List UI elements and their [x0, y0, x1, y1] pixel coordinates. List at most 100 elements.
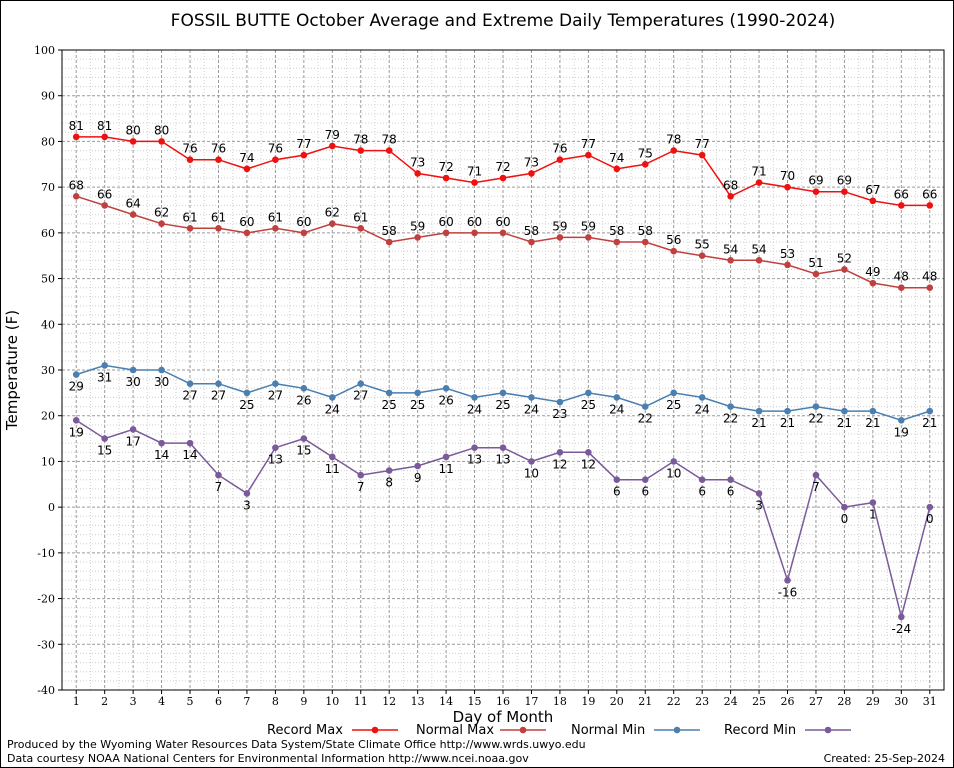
data-label: 60 [438, 215, 453, 229]
data-point [243, 490, 251, 497]
data-label: 21 [837, 416, 852, 430]
data-point [215, 471, 222, 479]
legend-marker [673, 726, 681, 734]
data-point [101, 362, 108, 369]
data-point [556, 156, 564, 164]
data-point [357, 380, 365, 388]
data-point [755, 179, 763, 186]
data-label: 53 [780, 247, 795, 261]
data-point [585, 234, 592, 241]
data-label: 54 [751, 242, 766, 256]
y-axis-ticks: -40 -30 -20 -10 0 10 20 30 40 50 60 70 80 90 100 [34, 44, 62, 697]
data-point [129, 138, 137, 145]
x-axis-ticks: 1 2 3 4 5 6 7 8 9 10 11 12 13 14 15 16 17 18 19 20 21 22 23 24 2… [73, 690, 937, 708]
data-point [129, 211, 137, 218]
data-label: 73 [524, 155, 539, 169]
series-record-max: 81 81 80 80 76 76 74 76 77 79 78 78 73 72 71 72 73 76 77 74… [69, 119, 937, 209]
data-point [385, 238, 393, 246]
data-label: 25 [666, 398, 681, 412]
data-label: 77 [581, 137, 596, 151]
data-point [414, 389, 421, 397]
data-point [670, 147, 678, 154]
data-label: 62 [325, 206, 340, 220]
data-label: 58 [524, 224, 539, 238]
data-point [528, 458, 535, 465]
data-point [926, 503, 934, 511]
data-point [471, 394, 478, 401]
x-tick-label: 11 [354, 695, 368, 708]
data-label: 21 [922, 416, 937, 430]
data-point [556, 448, 564, 456]
data-point [698, 476, 706, 484]
data-label: 68 [69, 178, 84, 192]
x-tick-label: 17 [524, 695, 538, 708]
data-label: 59 [410, 219, 425, 233]
x-tick-label: 22 [667, 695, 681, 708]
y-tick-label: 100 [34, 44, 55, 57]
y-tick-label: 10 [41, 455, 55, 468]
data-point [414, 234, 421, 241]
data-point [556, 398, 564, 406]
legend-label: Normal Min [571, 723, 645, 738]
data-point [528, 170, 535, 177]
y-tick-label: -40 [37, 684, 55, 697]
data-point [613, 476, 621, 484]
data-label: 30 [125, 375, 140, 389]
data-label: 13 [495, 453, 510, 467]
y-tick-label: -10 [37, 547, 55, 560]
x-tick-label: 29 [866, 695, 880, 708]
data-label: 25 [239, 398, 254, 412]
data-point [528, 238, 535, 246]
x-axis-label: Day of Month [453, 708, 554, 726]
data-label: 6 [613, 485, 621, 499]
data-point [926, 407, 934, 415]
data-point [442, 229, 450, 237]
data-point [129, 426, 137, 433]
data-point [841, 503, 848, 511]
data-label: 27 [268, 389, 283, 403]
data-point [414, 170, 421, 177]
data-label: 69 [808, 174, 823, 188]
data-label: 78 [382, 133, 397, 147]
data-label: 0 [926, 512, 934, 526]
data-label: 6 [727, 485, 735, 499]
data-label: 59 [552, 219, 567, 233]
data-point [357, 147, 365, 154]
data-label: 60 [239, 215, 254, 229]
data-label: 24 [524, 402, 539, 416]
data-point [585, 151, 592, 159]
data-label: 13 [268, 453, 283, 467]
legend-marker [519, 726, 527, 734]
data-label: -16 [778, 585, 798, 599]
data-point [243, 165, 251, 173]
data-label: 25 [382, 398, 397, 412]
x-tick-label: 30 [894, 695, 908, 708]
data-label: 12 [552, 457, 567, 471]
data-point [641, 403, 649, 410]
data-label: 26 [438, 393, 453, 407]
data-point [528, 394, 535, 401]
data-point [385, 467, 393, 474]
data-label: 22 [808, 412, 823, 426]
data-label: 17 [125, 434, 140, 448]
data-point [300, 384, 308, 392]
data-label: 27 [182, 389, 197, 403]
footer-data-courtesy: Data courtesy NOAA National Centers for … [7, 752, 529, 765]
x-tick-label: 8 [272, 695, 279, 708]
data-label: 51 [808, 256, 823, 270]
data-point [72, 133, 80, 141]
data-label: 54 [723, 242, 738, 256]
data-point [613, 165, 621, 173]
data-point [300, 229, 308, 237]
data-point [727, 192, 734, 200]
data-point [670, 247, 678, 255]
x-tick-label: 21 [638, 695, 652, 708]
data-label: 19 [69, 425, 84, 439]
data-label: 58 [638, 224, 653, 238]
data-point [898, 202, 905, 209]
data-label: 49 [865, 265, 880, 279]
data-point [499, 389, 507, 397]
data-point [357, 224, 365, 232]
data-label: 11 [438, 462, 453, 476]
data-label: 25 [495, 398, 510, 412]
